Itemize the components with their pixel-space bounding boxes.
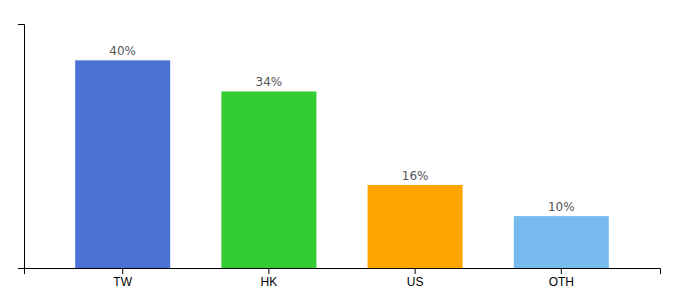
x-axis-line	[25, 269, 661, 275]
bar	[221, 91, 316, 268]
x-tick-label: TW	[113, 275, 132, 289]
x-tick: TW	[113, 268, 132, 289]
x-tick-mark	[122, 268, 123, 274]
bar	[75, 60, 170, 268]
data-label: 40%	[109, 44, 136, 58]
data-label: 34%	[256, 75, 283, 89]
y-axis-line	[18, 25, 25, 269]
x-tick-mark	[561, 268, 562, 274]
x-tick: OTH	[549, 268, 574, 289]
bar	[368, 185, 463, 268]
bar	[514, 216, 609, 268]
x-tick-label: HK	[261, 275, 278, 289]
data-label: 16%	[402, 169, 429, 183]
x-tick-label: OTH	[549, 275, 574, 289]
data-label: 10%	[548, 200, 575, 214]
bars	[75, 60, 609, 268]
x-tick-label: US	[407, 275, 424, 289]
x-tick: US	[407, 268, 424, 289]
x-tick: HK	[261, 268, 278, 289]
x-tick-mark	[268, 268, 269, 274]
data-labels: 40% 34% 16% 10%	[109, 44, 574, 214]
chart: 40% 34% 16% 10% TW HK US OTH	[0, 0, 680, 300]
plot: 40% 34% 16% 10% TW HK US OTH	[18, 25, 661, 289]
y-axis	[18, 25, 25, 269]
x-axis: TW HK US OTH	[25, 268, 661, 289]
x-tick-mark	[415, 268, 416, 274]
